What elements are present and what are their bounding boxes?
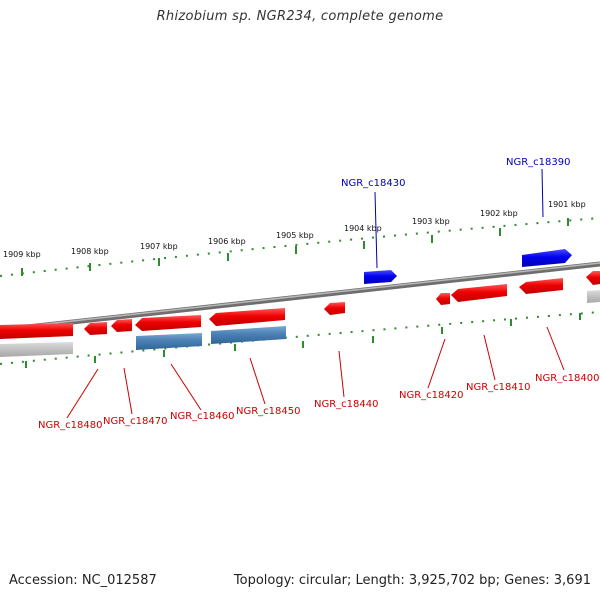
- leader-lines: [66, 168, 565, 419]
- gene-arrow-ngr-c18470b[interactable]: [111, 319, 132, 332]
- gene-labels: NGR_c18430 NGR_c18390 NGR_c18480 NGR_c18…: [38, 157, 600, 431]
- leader-line: [546, 326, 565, 371]
- gene-label-ngr-c18420[interactable]: NGR_c18420: [399, 390, 464, 401]
- grey-feature-left[interactable]: [0, 342, 73, 357]
- kbp-label: 1905 kbp: [276, 231, 314, 240]
- outer-major-ticks: [21, 218, 569, 276]
- rna-feature-ngr-c18450[interactable]: [211, 326, 286, 344]
- leader-line: [338, 350, 345, 398]
- kbp-label: 1909 kbp: [3, 250, 41, 259]
- gene-label-ngr-c18400[interactable]: NGR_c18400: [535, 373, 600, 384]
- gene-label-ngr-c18390[interactable]: NGR_c18390: [506, 157, 571, 168]
- kbp-labels: 1909 kbp 1908 kbp 1907 kbp 1906 kbp 1905…: [3, 200, 586, 259]
- map-title: Rhizobium sp. NGR234, complete genome: [156, 9, 444, 24]
- grey-feature-right[interactable]: [587, 290, 600, 303]
- gene-label-ngr-c18450[interactable]: NGR_c18450: [236, 406, 301, 417]
- gene-arrow-ngr-c18430[interactable]: [364, 270, 397, 284]
- gene-arrow-ngr-c18400[interactable]: [519, 278, 563, 294]
- kbp-label: 1906 kbp: [208, 237, 246, 246]
- gene-arrow-ngr-c18450[interactable]: [209, 308, 285, 326]
- leader-line: [249, 357, 266, 405]
- gene-label-ngr-c18460[interactable]: NGR_c18460: [170, 411, 235, 422]
- leader-line: [123, 367, 133, 415]
- inner-major-ticks: [25, 313, 581, 368]
- gene-arrow-ngr-c18470a[interactable]: [84, 322, 107, 335]
- leader-line: [541, 168, 544, 218]
- accession-text: Accession: NC_012587: [9, 573, 157, 588]
- inner-tick-track: [0, 311, 600, 365]
- outer-tick-track: [0, 217, 600, 277]
- gene-arrow-ngr-c18460[interactable]: [135, 315, 201, 331]
- forward-genes: [364, 249, 572, 284]
- gene-arrow-ngr-c18420[interactable]: [436, 293, 450, 305]
- leader-line: [66, 368, 99, 419]
- rna-feature-ngr-c18460[interactable]: [136, 333, 202, 350]
- gene-arrow-ngr-c18480[interactable]: [0, 323, 73, 339]
- kbp-label: 1904 kbp: [344, 224, 382, 233]
- gene-arrow-ngr-c18440[interactable]: [324, 302, 345, 315]
- gene-label-ngr-c18470[interactable]: NGR_c18470: [103, 416, 168, 427]
- genome-backbone: [0, 261, 600, 333]
- gene-arrow-ngr-c18410[interactable]: [451, 284, 507, 302]
- kbp-label: 1902 kbp: [480, 209, 518, 218]
- gene-label-ngr-c18410[interactable]: NGR_c18410: [466, 382, 531, 393]
- gene-label-ngr-c18430[interactable]: NGR_c18430: [341, 178, 406, 189]
- leader-line: [483, 334, 496, 381]
- kbp-label: 1908 kbp: [71, 247, 109, 256]
- gene-arrow-edge-right[interactable]: [586, 271, 600, 285]
- gene-label-ngr-c18440[interactable]: NGR_c18440: [314, 399, 379, 410]
- kbp-label: 1907 kbp: [140, 242, 178, 251]
- leader-line: [427, 338, 446, 389]
- kbp-label: 1901 kbp: [548, 200, 586, 209]
- topology-text: Topology: circular; Length: 3,925,702 bp…: [233, 573, 591, 588]
- gene-label-ngr-c18480[interactable]: NGR_c18480: [38, 420, 103, 431]
- reverse-genes: [0, 271, 600, 339]
- leader-line: [374, 191, 378, 269]
- kbp-label: 1903 kbp: [412, 217, 450, 226]
- leader-line: [170, 363, 202, 411]
- feature-row-2: [0, 290, 600, 357]
- gene-arrow-ngr-c18390[interactable]: [522, 249, 572, 267]
